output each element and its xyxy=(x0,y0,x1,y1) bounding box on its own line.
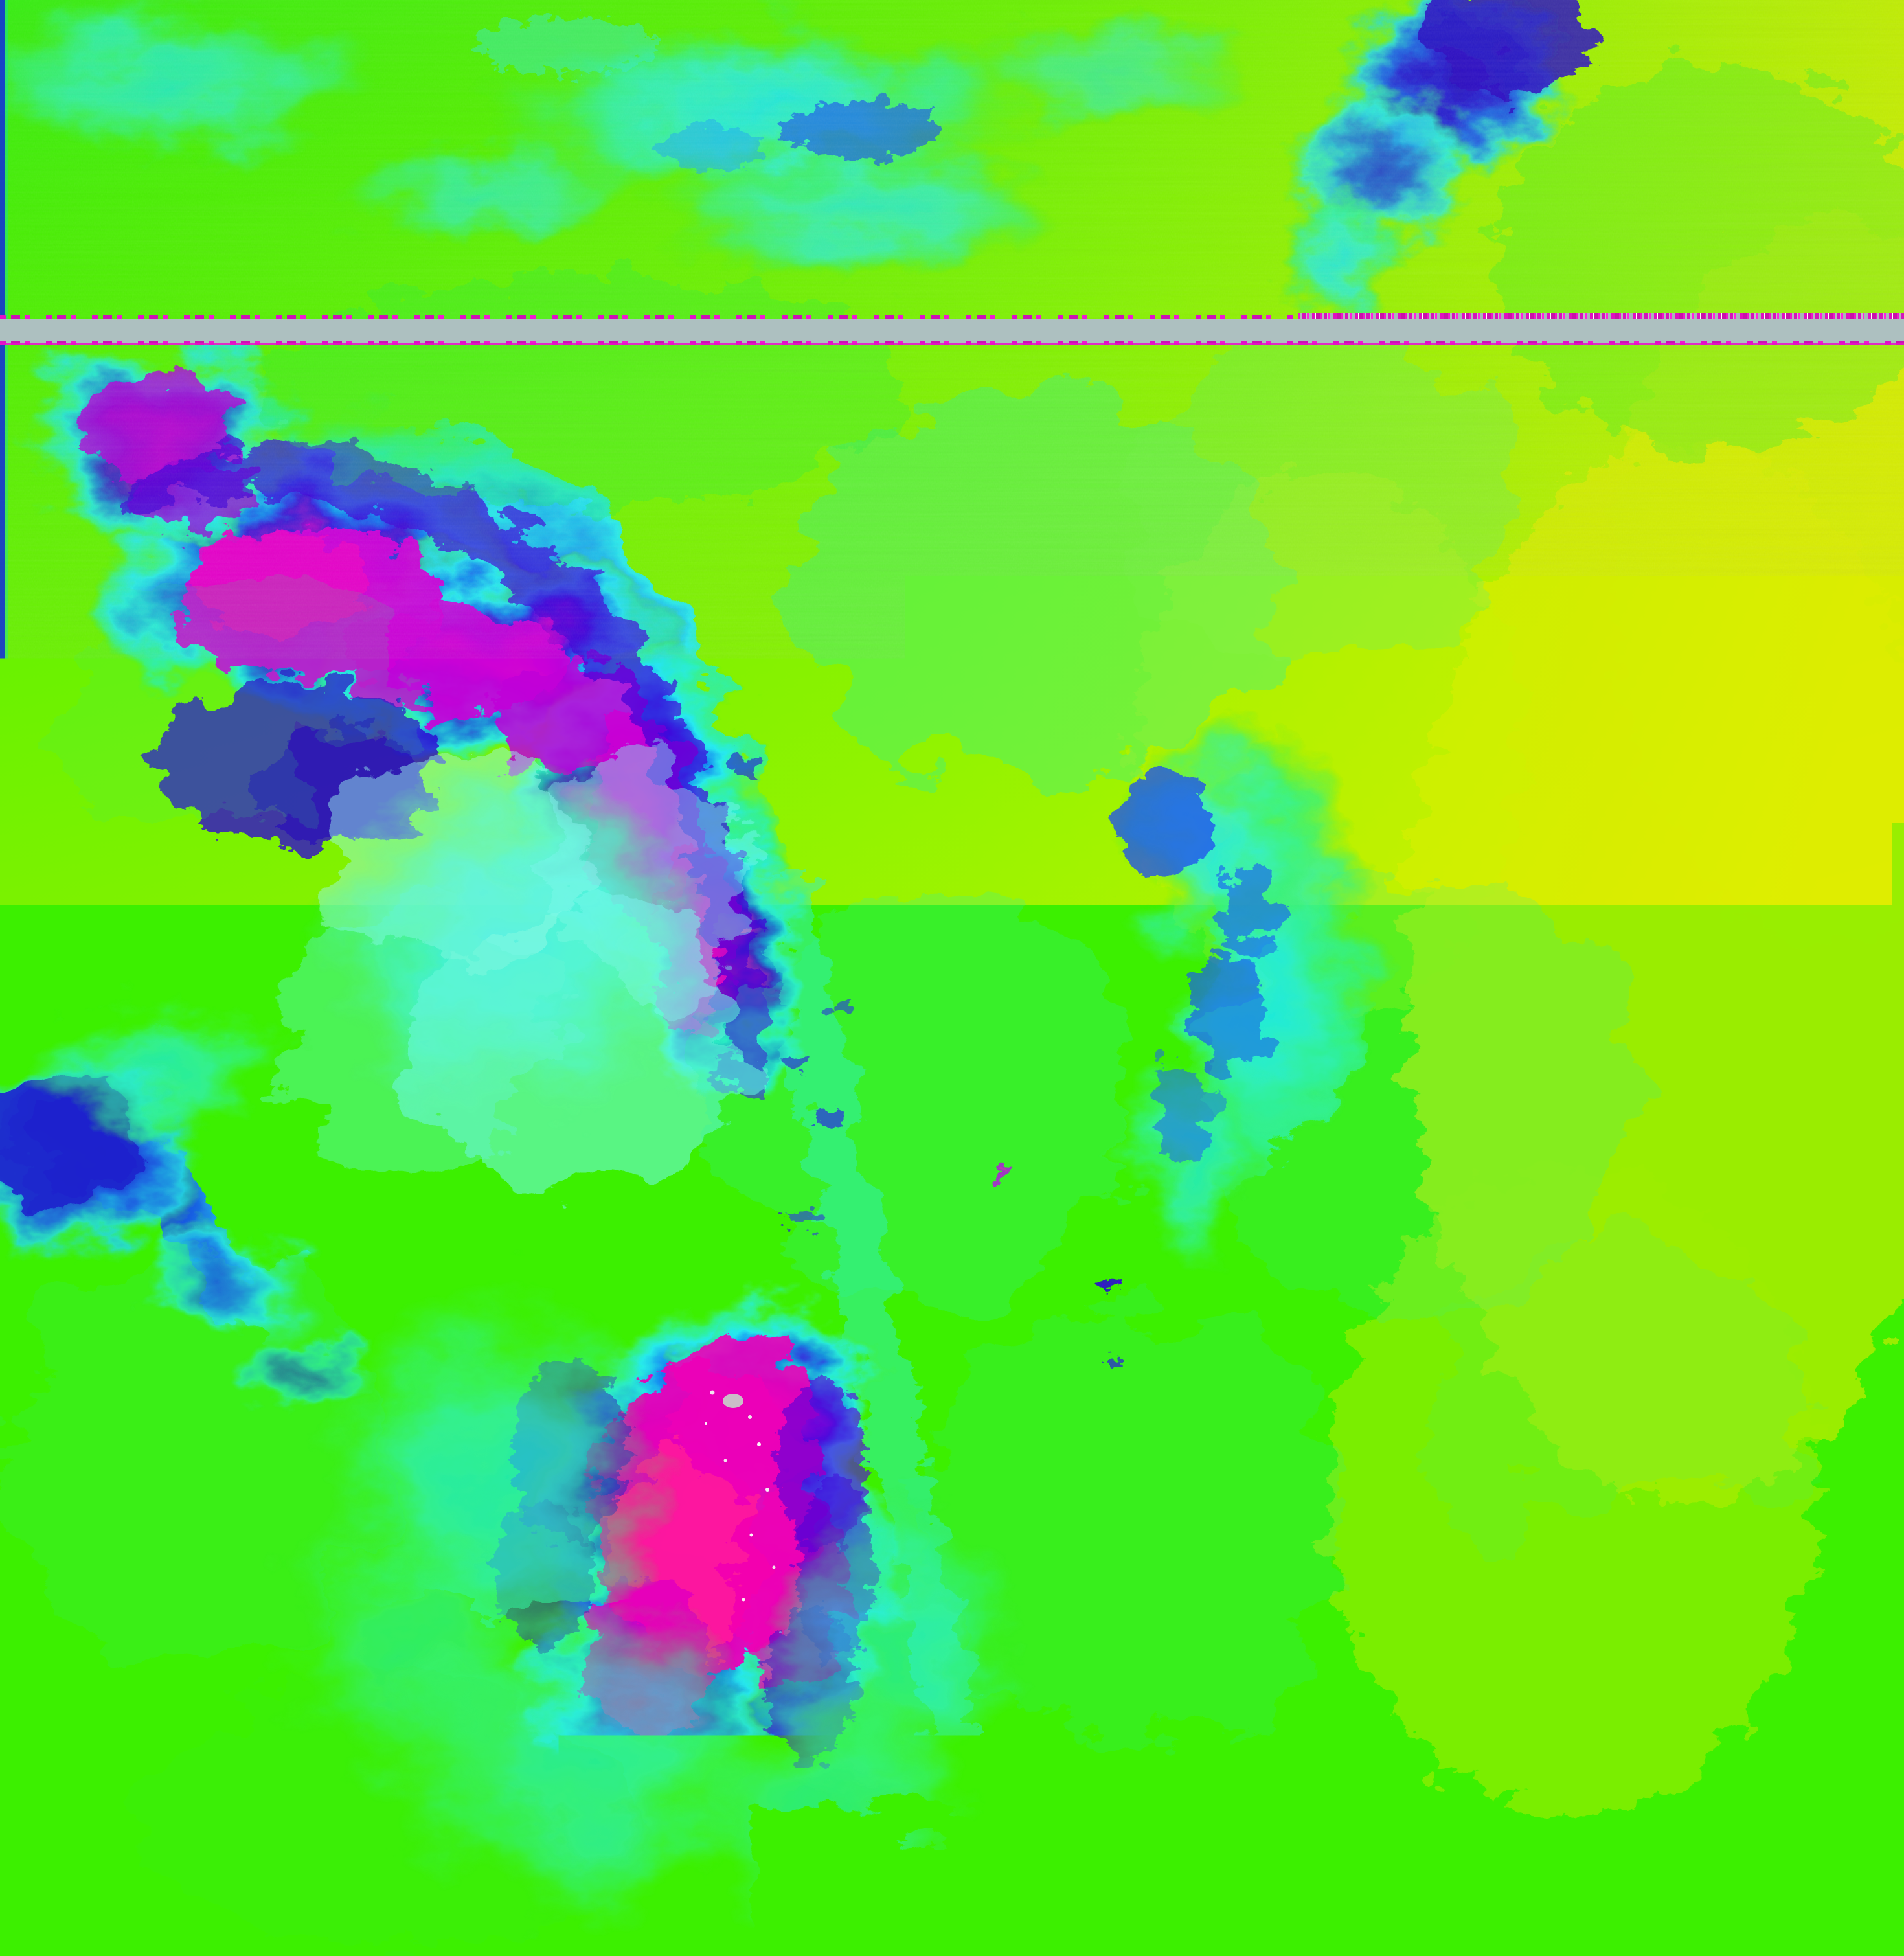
scanline-solid-top-lower xyxy=(0,343,1904,345)
satellite-false-color-raster xyxy=(0,0,1904,1956)
left-edge-scan-column-2 xyxy=(5,0,8,1956)
corrupt-scanline-mid-noise xyxy=(0,1280,953,1287)
corrupt-scanline-mid-edge-top xyxy=(0,1279,953,1280)
left-edge-scan-column xyxy=(0,0,5,1956)
bottom-left-magenta-edge xyxy=(0,1950,606,1952)
satellite-image-viewport xyxy=(0,0,1904,1956)
partial-scanline-block-edge xyxy=(606,1945,1904,1948)
corrupt-scanline-mid-edge-bottom xyxy=(0,1287,953,1289)
partial-scanline-block-noise xyxy=(606,1947,1904,1956)
